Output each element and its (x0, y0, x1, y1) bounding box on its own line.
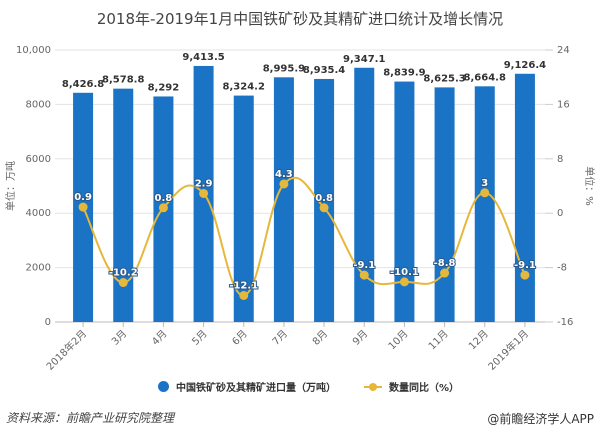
y-tick-label: 2000 (26, 263, 51, 274)
bar-value-label: 9,347.1 (343, 54, 385, 65)
legend-line-icon (364, 381, 382, 392)
x-tick-label: 3月 (109, 328, 129, 348)
line-value-label: 4.3 (275, 169, 293, 180)
bar (434, 87, 455, 322)
x-tick-label: 7月 (270, 328, 290, 348)
x-tick-label: 10月 (386, 328, 411, 353)
data-labels: 8,426.88,578.8 8,292 9,413.5 8,324.2 8,995.9… (62, 52, 546, 293)
y-tick-label: 6000 (26, 154, 51, 165)
y2-tick-label: 16 (557, 99, 570, 110)
y2-tick-label: -8 (557, 263, 567, 274)
y-axis-title: 单位：万吨 (4, 161, 17, 211)
bar (354, 67, 375, 322)
line-value-label: 0.8 (315, 193, 333, 204)
legend: 中国铁矿砂及其精矿进口量（万吨） 数量同比（%） (158, 379, 459, 394)
y-tick-label: 0 (45, 317, 51, 328)
x-tick-label: 11月 (426, 328, 451, 353)
line-point (399, 277, 409, 287)
x-tick-label: 4月 (149, 328, 169, 348)
line-value-label: -9.1 (353, 260, 375, 271)
line-point (199, 188, 209, 198)
bar (514, 73, 535, 322)
line-point (118, 278, 128, 288)
line-point (440, 268, 450, 278)
line-point (78, 202, 88, 212)
line-value-label: 0.8 (155, 193, 173, 204)
bar (233, 95, 254, 322)
x-tick-label: 9月 (350, 328, 370, 348)
y2-tick-label: 0 (557, 208, 563, 219)
x-tick-label: 6月 (230, 328, 250, 348)
bar (474, 86, 495, 322)
line-point (239, 290, 249, 300)
bar-value-label: 8,578.8 (102, 75, 144, 86)
line-path (82, 176, 526, 297)
line-point (158, 203, 168, 213)
bar-value-label: 8,426.8 (62, 79, 104, 90)
legend-line-label: 数量同比（%） (389, 383, 460, 394)
y2-tick-label: 24 (557, 45, 570, 56)
bar-value-label: 8,839.9 (383, 68, 425, 79)
bar-value-label: 8,625.3 (423, 73, 465, 84)
line-point (279, 179, 289, 189)
line-value-label: 2.9 (195, 178, 213, 189)
x-tick-label: 5月 (190, 328, 210, 348)
bar-value-label: 9,413.5 (182, 52, 224, 63)
y-tick-label: 8000 (26, 99, 51, 110)
x-tick-label: 8月 (310, 328, 330, 348)
line-value-label: -8.8 (434, 258, 456, 269)
bar (113, 88, 134, 322)
line-value-label: -10.2 (109, 268, 138, 279)
bar (314, 78, 335, 322)
x-tick-label: 12月 (466, 328, 491, 353)
line-series (78, 176, 530, 300)
brand-watermark: @前瞻经济学人APP (487, 412, 594, 426)
y2-axis-title: 单位：% (583, 166, 596, 206)
bar (394, 81, 415, 322)
line-value-label: 0.9 (74, 192, 92, 203)
y-tick-label: 10,000 (16, 45, 51, 56)
legend-bar-label: 中国铁矿砂及其精矿进口量（万吨） (176, 383, 336, 394)
bar (273, 77, 294, 322)
y-tick-label: 4000 (26, 208, 51, 219)
line-point (480, 188, 490, 198)
line-value-label: -9.1 (514, 260, 536, 271)
line-value-label: -12.1 (229, 280, 258, 291)
source-note: 资料来源：前瞻产业研究院整理 (6, 411, 175, 425)
x-tick-label: 2018年2月 (43, 327, 89, 373)
bar-value-label: 8,324.2 (223, 82, 265, 93)
bar-value-label: 8,995.9 (263, 63, 305, 74)
y2-tick-label: -16 (557, 317, 573, 328)
legend-bar-icon (158, 381, 169, 392)
bar-value-label: 9,126.4 (504, 60, 546, 71)
line-value-label: 3 (481, 178, 488, 189)
line-point (359, 270, 369, 280)
chart-title: 2018年-2019年1月中国铁矿砂及其精矿进口统计及增长情况 (96, 10, 504, 28)
bar-value-label: 8,292 (148, 82, 180, 93)
y2-tick-label: 8 (557, 154, 563, 165)
grid-lines (55, 49, 545, 323)
bar-value-label: 8,664.8 (464, 72, 506, 83)
line-value-label: -10.1 (390, 267, 419, 278)
line-point (319, 203, 329, 213)
bar-value-label: 8,935.4 (303, 65, 345, 76)
x-tick-label: 2019年1月 (485, 327, 531, 373)
line-point (520, 270, 530, 280)
